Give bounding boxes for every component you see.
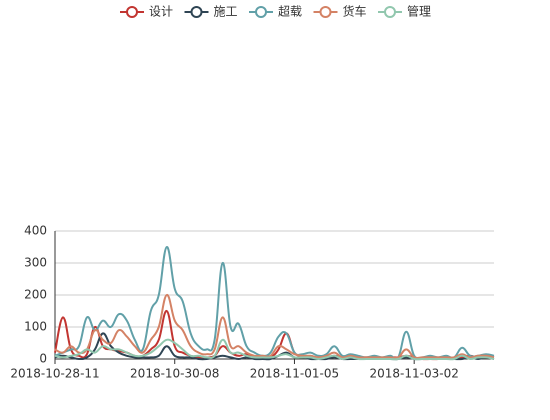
- legend-icon-dot[interactable]: [126, 6, 138, 18]
- legend-icon-dot[interactable]: [384, 6, 396, 18]
- y-tick-label: 0: [39, 352, 47, 366]
- legend-icon-dot[interactable]: [190, 6, 203, 18]
- y-tick-label: 200: [24, 288, 47, 302]
- legend-label[interactable]: 超载: [278, 4, 302, 19]
- legend-label[interactable]: 设计: [149, 5, 173, 19]
- y-tick-label: 100: [24, 320, 47, 334]
- legend-label[interactable]: 管理: [407, 4, 431, 19]
- series-line: [54, 338, 495, 361]
- x-tick-label: 2018-11-03-02: [370, 367, 459, 381]
- series-line: [54, 293, 495, 360]
- x-tick-label: 2018-11-01-05: [250, 367, 339, 381]
- legend-label[interactable]: 施工: [214, 5, 238, 19]
- x-tick-label: 2018-10-28-11: [10, 367, 99, 381]
- legend-icon-dot[interactable]: [319, 6, 332, 18]
- x-tick-label: 2018-10-30-08: [130, 367, 219, 381]
- y-tick-label: 300: [24, 256, 47, 270]
- legend-label[interactable]: 货车: [343, 4, 367, 19]
- series-line: [54, 245, 495, 361]
- legend-icon-dot[interactable]: [255, 6, 267, 18]
- y-tick-label: 400: [24, 224, 47, 238]
